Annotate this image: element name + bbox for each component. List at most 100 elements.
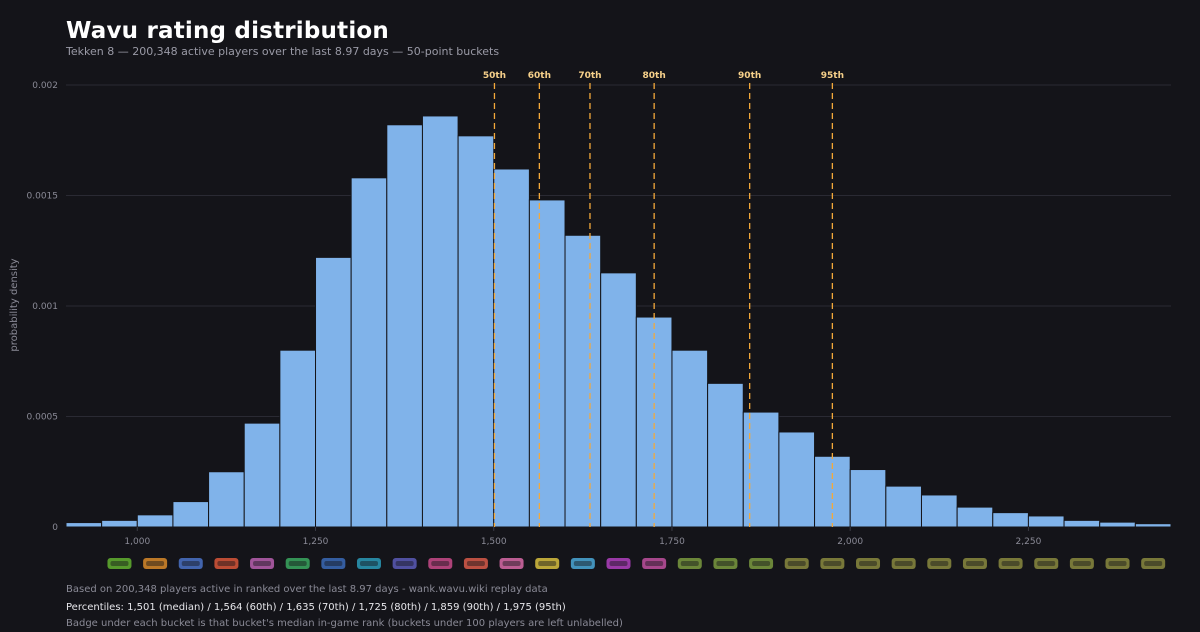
rank-badge-plate <box>713 558 738 569</box>
rank-badge-icon <box>677 558 702 569</box>
rank-badge-icon <box>1105 558 1130 569</box>
rank-badge-plate <box>143 558 168 569</box>
histogram-bar <box>564 234 602 528</box>
rank-badge-plate <box>1141 558 1166 569</box>
percentile-label: 70th <box>578 71 601 81</box>
rank-badge-plate <box>677 558 702 569</box>
rank-badge-icon <box>1141 558 1166 569</box>
rank-badge-inner <box>1001 561 1020 566</box>
rank-badge-inner <box>680 561 699 566</box>
histogram-bar <box>101 519 138 528</box>
histogram-bar <box>1063 519 1101 528</box>
rank-badge-plate <box>535 558 560 569</box>
x-tick-label: 1,250 <box>303 537 329 547</box>
histogram-bar <box>1099 521 1136 528</box>
x-tick-label: 1,750 <box>659 537 685 547</box>
rank-badge-plate <box>1034 558 1059 569</box>
rank-badge-icon <box>1069 558 1094 569</box>
rank-badge-plate <box>107 558 132 569</box>
rank-badges <box>107 558 1166 569</box>
rank-badge-icon <box>749 558 774 569</box>
rank-badge-inner <box>1108 561 1127 566</box>
rank-badge-plate <box>250 558 275 569</box>
histogram-bar <box>742 411 780 528</box>
rank-badge-icon <box>285 558 310 569</box>
rank-badge-plate <box>321 558 346 569</box>
rank-badge-icon <box>143 558 168 569</box>
rank-badge-icon <box>535 558 560 569</box>
footer-note: Badge under each bucket is that bucket's… <box>66 618 623 629</box>
rank-badge-inner <box>609 561 628 566</box>
rank-badge-plate <box>570 558 595 569</box>
rank-badge-icon <box>392 558 417 569</box>
rank-badge-inner <box>823 561 842 566</box>
histogram-bar <box>1134 523 1172 528</box>
rank-badge-inner <box>752 561 771 566</box>
rank-badge-plate <box>998 558 1023 569</box>
rank-badge-plate <box>178 558 203 569</box>
rank-badge-plate <box>820 558 845 569</box>
rank-badge-inner <box>716 561 735 566</box>
rank-badge-icon <box>356 558 381 569</box>
histogram-bar <box>386 124 423 528</box>
y-tick-label: 0.0005 <box>27 413 59 423</box>
footer-source: Based on 200,348 players active in ranke… <box>66 584 548 595</box>
rank-badge-inner <box>859 561 878 566</box>
histogram-bar <box>350 177 388 528</box>
rank-badge-inner <box>965 561 984 566</box>
histogram-bar <box>243 422 281 528</box>
histogram-bar <box>457 135 495 528</box>
rank-badge-inner <box>1037 561 1056 566</box>
rank-badge-icon <box>499 558 524 569</box>
rank-badge-icon <box>214 558 239 569</box>
histogram-bar <box>172 501 210 528</box>
histogram-bar <box>885 485 922 528</box>
rank-badge-icon <box>998 558 1023 569</box>
histogram-bar <box>136 514 174 528</box>
histogram-bar <box>707 382 744 528</box>
rank-badge-icon <box>606 558 631 569</box>
rank-badge-plate <box>927 558 952 569</box>
rank-badge-plate <box>499 558 524 569</box>
rank-badge-plate <box>891 558 916 569</box>
histogram-bar <box>956 506 994 528</box>
histogram-bar <box>208 471 245 528</box>
rank-badge-inner <box>395 561 414 566</box>
histogram-bar <box>778 431 816 528</box>
rank-badge-inner <box>894 561 913 566</box>
rank-badge-inner <box>359 561 378 566</box>
x-tick-label: 1,000 <box>124 537 150 547</box>
percentile-label: 80th <box>643 71 666 81</box>
rank-badge-inner <box>217 561 236 566</box>
rank-badge-icon <box>107 558 132 569</box>
rank-badge-inner <box>146 561 165 566</box>
rank-badge-inner <box>1144 561 1163 566</box>
page-subtitle: Tekken 8 — 200,348 active players over t… <box>66 45 500 58</box>
x-tick-label: 2,000 <box>837 537 863 547</box>
rank-badge-icon <box>321 558 346 569</box>
rank-badge-plate <box>784 558 809 569</box>
rank-badge-plate <box>428 558 453 569</box>
histogram-bar <box>920 494 958 528</box>
rank-badge-plate <box>356 558 381 569</box>
rank-badge-icon <box>428 558 453 569</box>
rank-badge-icon <box>962 558 987 569</box>
percentile-label: 50th <box>483 71 506 81</box>
histogram-bar <box>315 256 352 528</box>
rank-badge-icon <box>856 558 881 569</box>
histogram-bar <box>635 316 673 528</box>
histogram-bar <box>849 469 887 528</box>
rank-badge-icon <box>927 558 952 569</box>
histogram-bar <box>1027 515 1065 528</box>
rank-badge-inner <box>288 561 307 566</box>
x-tick-label: 1,500 <box>481 537 507 547</box>
rank-badge-plate <box>463 558 488 569</box>
histogram-bar <box>421 115 459 528</box>
rank-badge-plate <box>606 558 631 569</box>
rank-badge-plate <box>749 558 774 569</box>
rank-badge-plate <box>214 558 239 569</box>
rank-badge-icon <box>570 558 595 569</box>
x-tick-label: 2,250 <box>1016 537 1042 547</box>
y-tick-label: 0 <box>52 523 58 533</box>
histogram-bar <box>600 272 637 528</box>
